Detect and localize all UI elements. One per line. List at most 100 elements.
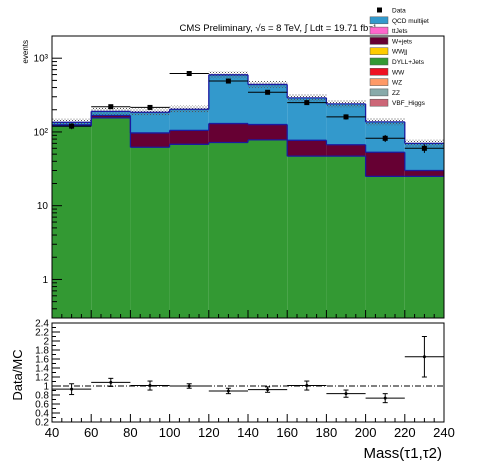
legend-swatch-4 bbox=[369, 47, 389, 55]
ratio-y-tick-label-5: 1.2 bbox=[35, 373, 49, 384]
bar-dyll-jets-9 bbox=[404, 176, 444, 318]
main-y-axis: 1 10 10² 10³ bbox=[34, 35, 62, 319]
mc-total-outline bbox=[52, 74, 444, 177]
ratio-point-2 bbox=[148, 384, 152, 388]
ratio-plot-panel: 0.20.40.60.811.21.41.61.822.22.4 40 60 80 1… bbox=[10, 319, 455, 463]
ratio-y-tick-label-3: 0.8 bbox=[35, 391, 49, 402]
data-point-5 bbox=[265, 89, 271, 95]
legend-marker-data bbox=[377, 7, 382, 13]
main-y-tick-label-0: 1 bbox=[42, 275, 48, 286]
data-point-0 bbox=[69, 123, 75, 129]
ratio-y-tick-label-4: 1 bbox=[43, 382, 49, 393]
legend-label-7: WZ bbox=[392, 80, 402, 87]
ratio-plot-frame bbox=[51, 322, 445, 423]
legend-swatch-5 bbox=[369, 57, 389, 66]
legend: Data QCD multijet ttJets W+jets WWjj DYLL+Jet… bbox=[369, 7, 429, 107]
bar-dyll-jets-1 bbox=[91, 117, 131, 318]
ratio-y-tick-label-9: 2 bbox=[43, 337, 49, 348]
data-point-1 bbox=[108, 104, 114, 110]
ratio-x-axis: 40 60 80 100 120 140 160 180 200 220 240 bbox=[45, 414, 455, 440]
ratio-y-tick-label-2: 0.6 bbox=[35, 400, 49, 411]
bar-qcd-multijet-3 bbox=[169, 109, 209, 131]
ratio-y-tick-label-11: 2.4 bbox=[35, 319, 49, 330]
bar-w-jets-5 bbox=[248, 124, 288, 140]
legend-label-9: VBF_Higgs bbox=[392, 100, 426, 107]
legend-label-0: Data bbox=[392, 8, 406, 15]
ratio-point-0 bbox=[70, 387, 74, 391]
legend-label-8: ZZ bbox=[392, 90, 400, 97]
legend-label-3: W+jets bbox=[392, 38, 413, 45]
data-points-group bbox=[52, 71, 444, 153]
bar-dyll-jets-8 bbox=[365, 176, 405, 318]
legend-label-1: QCD multijet bbox=[392, 18, 429, 25]
legend-swatch-7 bbox=[369, 78, 389, 86]
ratio-x-tick-label-9: 220 bbox=[394, 425, 416, 440]
bar-dyll-jets-0 bbox=[52, 126, 92, 318]
ratio-x-tick-label-4: 120 bbox=[198, 425, 220, 440]
ratio-point-5 bbox=[266, 388, 270, 392]
main-y-tick-label-1: 10 bbox=[37, 201, 49, 212]
bar-dyll-jets-6 bbox=[287, 156, 327, 318]
x-axis-label: Mass(τ1,τ2) bbox=[363, 445, 442, 462]
bar-w-jets-7 bbox=[326, 144, 366, 157]
ratio-x-tick-label-0: 40 bbox=[45, 425, 59, 440]
legend-label-5: DYLL+Jets bbox=[392, 59, 425, 66]
ratio-x-tick-label-1: 60 bbox=[84, 425, 98, 440]
ratio-x-tick-label-3: 100 bbox=[159, 425, 181, 440]
ratio-y-tick-label-10: 2.2 bbox=[35, 328, 49, 339]
legend-swatch-3 bbox=[369, 37, 389, 45]
main-plot-panel: 1 10 10² 10³ events CMS Preliminary, √s = 8… bbox=[21, 7, 445, 319]
data-point-6 bbox=[304, 100, 310, 106]
main-y-tick-label-3: 10³ bbox=[34, 54, 49, 65]
ratio-x-tick-label-5: 140 bbox=[237, 425, 259, 440]
ratio-y-tick-label-8: 1.8 bbox=[35, 346, 49, 357]
ratio-x-tick-label-7: 180 bbox=[316, 425, 338, 440]
ratio-point-3 bbox=[187, 384, 191, 388]
data-point-2 bbox=[147, 104, 153, 110]
bar-qcd-multijet-2 bbox=[130, 112, 170, 133]
bar-w-jets-6 bbox=[287, 140, 327, 157]
bar-w-jets-4 bbox=[208, 123, 248, 143]
ratio-point-8 bbox=[383, 396, 387, 400]
main-x-ticks bbox=[51, 310, 445, 318]
bar-w-jets-3 bbox=[169, 130, 209, 145]
ratio-x-tick-label-2: 80 bbox=[123, 425, 137, 440]
ratio-y-tick-label-6: 1.4 bbox=[35, 364, 49, 375]
ratio-x-tick-label-10: 240 bbox=[433, 425, 455, 440]
ratio-point-6 bbox=[305, 384, 309, 388]
ratio-y-axis-label: Data/MC bbox=[10, 349, 25, 400]
bar-w-jets-8 bbox=[365, 152, 405, 177]
data-point-3 bbox=[186, 71, 192, 77]
ratio-y-tick-label-1: 0.4 bbox=[35, 409, 49, 420]
bar-w-jets-2 bbox=[130, 132, 170, 148]
data-point-9 bbox=[421, 145, 427, 151]
ratio-y-tick-label-0: 0.2 bbox=[35, 418, 49, 429]
ratio-point-1 bbox=[109, 380, 113, 384]
bar-w-jets-1 bbox=[91, 115, 131, 118]
ratio-points-group bbox=[52, 336, 444, 404]
data-point-4 bbox=[225, 78, 231, 84]
legend-swatch-9 bbox=[369, 98, 389, 107]
legend-swatch-2 bbox=[369, 26, 389, 35]
ratio-point-7 bbox=[344, 392, 348, 396]
bar-dyll-jets-3 bbox=[169, 144, 209, 318]
stacked-bars-group bbox=[52, 74, 444, 318]
bar-dyll-jets-2 bbox=[130, 147, 170, 318]
legend-swatch-8 bbox=[369, 88, 389, 97]
chart-title: CMS Preliminary, √s = 8 TeV, ∫ Ldt = 19.… bbox=[180, 23, 377, 34]
legend-swatch-1 bbox=[369, 16, 389, 25]
main-y-axis-label: events bbox=[21, 40, 30, 64]
legend-label-2: ttJets bbox=[392, 28, 408, 35]
bar-w-jets-9 bbox=[404, 170, 444, 177]
ratio-x-tick-label-8: 200 bbox=[355, 425, 377, 440]
ratio-y-tick-label-7: 1.6 bbox=[35, 355, 49, 366]
legend-label-6: WW bbox=[392, 69, 405, 76]
bar-dyll-jets-5 bbox=[248, 139, 288, 318]
ratio-y-axis: 0.20.40.60.811.21.41.61.822.22.4 bbox=[35, 319, 60, 429]
ratio-point-9 bbox=[422, 355, 426, 359]
data-point-7 bbox=[343, 114, 349, 120]
ratio-point-4 bbox=[226, 389, 230, 393]
ratio-x-tick-label-6: 160 bbox=[276, 425, 298, 440]
bar-dyll-jets-4 bbox=[208, 142, 248, 318]
